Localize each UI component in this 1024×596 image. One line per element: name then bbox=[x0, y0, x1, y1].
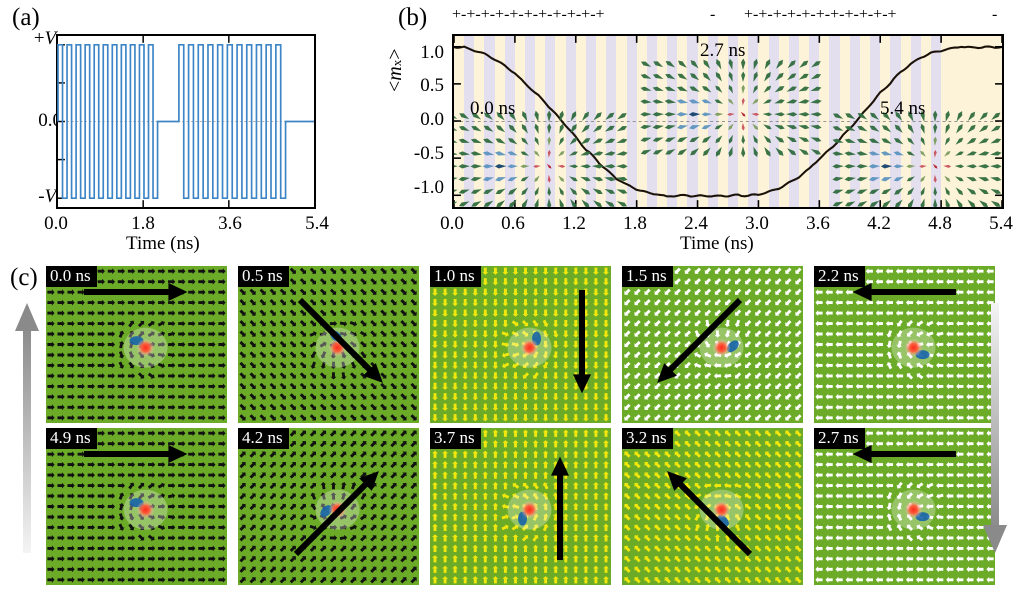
panel-c-time-label: 3.2 ns bbox=[622, 428, 673, 450]
panel-c-frame: 0.5 ns bbox=[238, 266, 419, 423]
voltage-stripe bbox=[464, 36, 475, 207]
panel-c-frame: 4.9 ns bbox=[46, 428, 227, 585]
panel-b-xtick-0_6: 0.6 bbox=[501, 213, 525, 234]
magnetization-vector-field bbox=[430, 428, 611, 585]
panel-c-time-label: 4.2 ns bbox=[238, 428, 289, 450]
panel-b-signs-gap2: - bbox=[992, 6, 998, 23]
panel-c-frame: 1.5 ns bbox=[622, 266, 803, 423]
skyrmion-inset-2_7ns bbox=[640, 58, 822, 158]
panel-a-label: (a) bbox=[12, 4, 40, 31]
panel-a-plot-area bbox=[56, 34, 316, 209]
panel-c-frame: 1.0 ns bbox=[430, 266, 611, 423]
panel-b-inset-label-5_4ns: 5.4 ns bbox=[880, 98, 926, 119]
field-direction-arrow bbox=[852, 445, 956, 463]
panel-c-right-time-arrow bbox=[983, 303, 1007, 553]
panel-b-xtick-3_6: 3.6 bbox=[806, 213, 830, 234]
panel-b-xtick-0: 0.0 bbox=[440, 213, 464, 234]
panel-a-xtick-3_6: 3.6 bbox=[218, 213, 242, 234]
panel-b-xtick-2_4: 2.4 bbox=[684, 213, 708, 234]
panel-c-frame: 3.7 ns bbox=[430, 428, 611, 585]
panel-a-waveform bbox=[57, 36, 314, 207]
skyrmion-vector-field bbox=[454, 110, 628, 207]
panel-b-ytick-0_5: 0.5 bbox=[420, 75, 444, 96]
voltage-stripe bbox=[585, 36, 597, 207]
voltage-stripe bbox=[829, 36, 840, 207]
voltage-stripe bbox=[930, 36, 942, 207]
panel-b-xaxis-title: Time (ns) bbox=[680, 233, 754, 254]
panel-c-frame: 3.2 ns bbox=[622, 428, 803, 585]
panel-b-plot-area bbox=[452, 34, 1004, 209]
panel-c-time-label: 2.2 ns bbox=[814, 266, 865, 288]
panel-c-frame: 4.2 ns bbox=[238, 428, 419, 585]
field-direction-arrow bbox=[551, 456, 569, 560]
voltage-stripe bbox=[626, 36, 637, 207]
panel-c-frame: 2.2 ns bbox=[814, 266, 995, 423]
magnetization-vector-field bbox=[622, 428, 803, 585]
voltage-stripe bbox=[565, 36, 576, 207]
panel-b-ytick-1: 1.0 bbox=[420, 42, 444, 63]
skyrmion-inset-5_4ns bbox=[832, 110, 1002, 207]
skyrmion-vector-field bbox=[640, 58, 822, 158]
field-direction-arrow bbox=[84, 283, 188, 301]
panel-b-xtick-3_0: 3.0 bbox=[745, 213, 769, 234]
panel-b-label: (b) bbox=[398, 4, 428, 31]
skyrmion-inset-0ns bbox=[454, 110, 628, 207]
panel-c-time-label: 0.0 ns bbox=[46, 266, 97, 288]
panel-b: (b) +-+-+-+-+-+-+-+-+-+-+ - +-+-+-+-+-+-… bbox=[384, 0, 1024, 258]
field-direction-arrow bbox=[852, 283, 956, 301]
panel-a-xaxis-title: Time (ns) bbox=[126, 233, 200, 254]
field-direction-arrow bbox=[657, 297, 743, 383]
panel-b-ytick-neg0_5: -0.5 bbox=[413, 143, 444, 164]
panel-a: (a) +Vc 0.0 -Vc 0.0 1.8 3.6 5.4 bbox=[0, 0, 390, 258]
panel-c: 0.0 ns 0.5 ns 1.0 ns 1.5 ns 2.2 ns 4.9 ns 4.2 … bbox=[0, 258, 1024, 596]
voltage-stripe bbox=[525, 36, 536, 207]
voltage-stripe bbox=[870, 36, 881, 207]
voltage-stripe bbox=[910, 36, 921, 207]
panel-b-inset-label-2_7ns: 2.7 ns bbox=[700, 40, 746, 61]
magnetization-vector-field bbox=[622, 266, 803, 423]
panel-c-label: (c) bbox=[10, 264, 38, 291]
panel-b-ytick-0: 0.0 bbox=[420, 109, 444, 130]
panel-b-xtick-4_8: 4.8 bbox=[928, 213, 952, 234]
field-direction-arrow bbox=[573, 290, 591, 394]
field-direction-arrow bbox=[84, 445, 188, 463]
panel-c-time-label: 1.5 ns bbox=[622, 266, 673, 288]
panel-c-time-label: 4.9 ns bbox=[46, 428, 97, 450]
magnetization-vector-field bbox=[46, 266, 227, 423]
panel-c-time-label: 1.0 ns bbox=[430, 266, 481, 288]
panel-a-xtick-0: 0.0 bbox=[44, 213, 68, 234]
panel-c-left-time-arrow bbox=[15, 303, 39, 553]
field-direction-arrow bbox=[667, 471, 753, 557]
panel-a-xtick-5_4: 5.4 bbox=[305, 213, 329, 234]
magnetization-vector-field bbox=[238, 266, 419, 423]
panel-a-xtick-1_8: 1.8 bbox=[131, 213, 155, 234]
panel-c-time-label: 3.7 ns bbox=[430, 428, 481, 450]
panel-c-frame: 2.7 ns bbox=[814, 428, 995, 585]
skyrmion-vector-field bbox=[832, 110, 1002, 207]
magnetization-vector-field bbox=[814, 266, 995, 423]
field-direction-arrow bbox=[297, 297, 383, 383]
panel-b-xtick-1_2: 1.2 bbox=[562, 213, 586, 234]
panel-c-frame: 0.0 ns bbox=[46, 266, 227, 423]
panel-b-xtick-1_8: 1.8 bbox=[623, 213, 647, 234]
panel-b-xtick-5_4: 5.4 bbox=[989, 213, 1013, 234]
field-direction-arrow bbox=[293, 471, 379, 557]
panel-b-signs-group2: +-+-+-+-+-+-+-+-+-+-+ bbox=[744, 6, 897, 23]
panel-b-ytick-neg1: -1.0 bbox=[413, 177, 444, 198]
panel-b-curve-svg bbox=[454, 36, 1002, 207]
voltage-stripe bbox=[728, 36, 739, 207]
panel-b-xtick-4_2: 4.2 bbox=[867, 213, 891, 234]
panel-c-time-label: 0.5 ns bbox=[238, 266, 289, 288]
voltage-stripe bbox=[667, 36, 678, 207]
panel-b-signs-gap1: - bbox=[710, 6, 716, 23]
panel-c-time-label: 2.7 ns bbox=[814, 428, 865, 450]
panel-b-signs-group1: +-+-+-+-+-+-+-+-+-+-+ bbox=[452, 6, 605, 23]
voltage-stripe bbox=[484, 36, 495, 207]
voltage-stripe bbox=[768, 36, 779, 207]
panel-b-sign-row: +-+-+-+-+-+-+-+-+-+-+ - +-+-+-+-+-+-+-+-… bbox=[452, 6, 1004, 28]
panel-b-inset-label-0ns: 0.0 ns bbox=[470, 98, 516, 119]
panel-b-yaxis-label: <mx> bbox=[384, 48, 406, 92]
